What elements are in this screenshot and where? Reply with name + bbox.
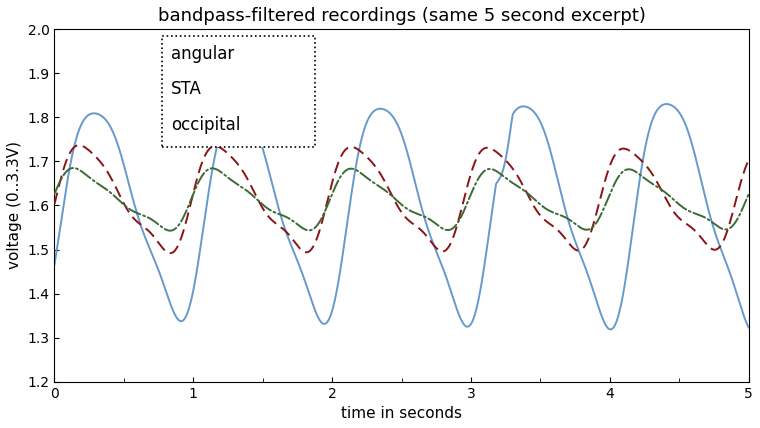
Y-axis label: voltage (0..3.3V): voltage (0..3.3V) bbox=[7, 142, 22, 270]
Text: STA: STA bbox=[171, 80, 202, 98]
Bar bbox=[162, 36, 315, 147]
Title: bandpass-filtered recordings (same 5 second excerpt): bandpass-filtered recordings (same 5 sec… bbox=[157, 7, 645, 25]
Text: angular: angular bbox=[171, 45, 234, 63]
Text: occipital: occipital bbox=[171, 116, 240, 134]
X-axis label: time in seconds: time in seconds bbox=[341, 406, 462, 421]
Legend:  bbox=[177, 48, 191, 62]
